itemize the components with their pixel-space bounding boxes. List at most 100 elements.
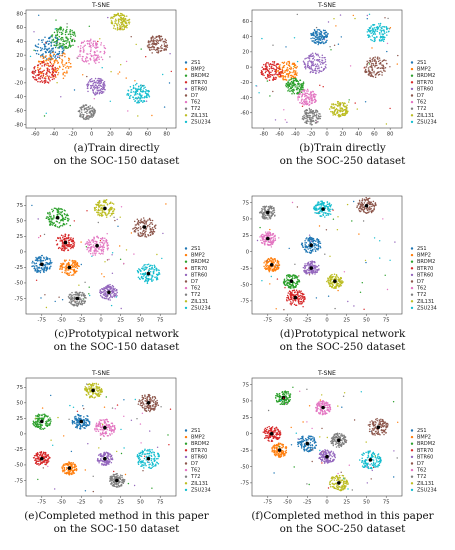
point-d7 <box>161 37 164 40</box>
point-t62 <box>81 57 83 60</box>
point-btr60 <box>366 14 368 17</box>
point-t62 <box>271 241 274 244</box>
caption-b: (b)Train directly on the SOC-250 dataset <box>230 142 455 167</box>
y-tick-label: 75 <box>16 203 23 209</box>
point-zil131 <box>137 115 139 117</box>
point-zsu234 <box>127 89 129 91</box>
point-d7 <box>365 66 368 68</box>
point-d7 <box>368 69 370 71</box>
point-btr70 <box>64 248 66 251</box>
point-d7 <box>155 40 158 43</box>
point-btr60 <box>302 60 305 63</box>
legend-label-bmp2: BMP2 <box>191 67 205 73</box>
point-2s1 <box>315 36 317 39</box>
point-t72 <box>303 114 305 117</box>
point-bmp2 <box>288 67 291 70</box>
point-d7 <box>154 43 156 45</box>
point-zil131 <box>116 24 119 27</box>
point-zil131 <box>336 112 338 115</box>
point-t72 <box>83 293 85 295</box>
point-btr70 <box>292 301 294 303</box>
point-t62 <box>96 240 98 243</box>
point-bmp2 <box>61 268 63 271</box>
point-2s1 <box>305 238 307 240</box>
point-btr70 <box>38 71 40 73</box>
point-btr60 <box>318 268 320 270</box>
y-tick-label: -60 <box>241 111 249 117</box>
point-brdm2 <box>288 279 290 281</box>
point-bmp2 <box>59 265 62 267</box>
point-d7 <box>367 202 370 205</box>
legend-swatch-brdm2 <box>184 74 188 77</box>
point-2s1 <box>318 242 320 244</box>
point-btr70 <box>51 78 54 81</box>
point-d7 <box>140 218 143 220</box>
point-d7 <box>369 66 371 68</box>
point-zsu234 <box>374 38 376 40</box>
point-brdm2 <box>69 224 71 227</box>
point-2s1 <box>320 32 322 34</box>
point-2s1 <box>62 46 64 49</box>
point-2s1 <box>310 236 313 239</box>
point-btr60 <box>102 88 104 90</box>
point-zsu234 <box>142 275 145 277</box>
point-btr60 <box>319 70 322 72</box>
point-btr60 <box>321 61 323 64</box>
point-t62 <box>95 45 97 47</box>
point-zsu234 <box>367 36 370 38</box>
point-brdm2 <box>73 40 76 43</box>
point-brdm2 <box>49 222 52 225</box>
point-d7 <box>384 70 386 72</box>
point-2s1 <box>42 53 44 55</box>
point-zsu234 <box>373 36 375 39</box>
point-brdm2 <box>292 85 294 87</box>
x-tick-label: -25 <box>77 318 85 324</box>
point-t62 <box>92 246 95 248</box>
point-d7 <box>376 64 378 67</box>
point-bmp2 <box>68 58 71 60</box>
point-bmp2 <box>53 53 56 55</box>
point-2s1 <box>311 237 314 239</box>
point-brdm2 <box>47 217 50 219</box>
point-btr70 <box>290 295 292 298</box>
point-t62 <box>306 103 309 106</box>
point-d7 <box>139 235 141 238</box>
plot-title: T-SNE <box>317 2 336 9</box>
point-zsu234 <box>145 96 147 99</box>
point-btr70 <box>65 247 67 250</box>
point-zil131 <box>120 63 122 66</box>
point-bmp2 <box>274 258 276 261</box>
point-t72 <box>87 106 90 108</box>
point-d7 <box>150 230 153 232</box>
point-d7 <box>152 36 154 38</box>
point-btr60 <box>103 80 106 83</box>
point-zsu234 <box>134 100 136 102</box>
point-2s1 <box>315 297 318 299</box>
prototype-marker <box>266 236 270 241</box>
point-zil131 <box>117 19 120 22</box>
legend-label-2s1: 2S1 <box>417 60 427 66</box>
point-bmp2 <box>66 70 68 72</box>
point-d7 <box>149 222 152 224</box>
point-t72 <box>315 114 317 117</box>
point-bmp2 <box>75 270 77 273</box>
point-btr60 <box>102 83 104 86</box>
point-btr70 <box>48 65 50 67</box>
point-2s1 <box>319 39 322 41</box>
point-btr70 <box>72 237 74 240</box>
point-t72 <box>311 120 314 122</box>
point-d7 <box>371 65 373 67</box>
point-d7 <box>147 234 150 237</box>
x-tick-label: 20 <box>339 132 346 138</box>
point-btr70 <box>290 294 293 297</box>
point-d7 <box>373 71 375 74</box>
point-brdm2 <box>64 216 67 218</box>
point-zsu234 <box>139 278 141 280</box>
point-btr60 <box>86 87 89 89</box>
point-brdm2 <box>292 91 295 93</box>
point-btr70 <box>270 66 273 69</box>
point-t62 <box>103 45 105 47</box>
point-d7 <box>149 226 151 228</box>
point-zil131 <box>111 202 114 204</box>
point-brdm2 <box>298 280 300 283</box>
